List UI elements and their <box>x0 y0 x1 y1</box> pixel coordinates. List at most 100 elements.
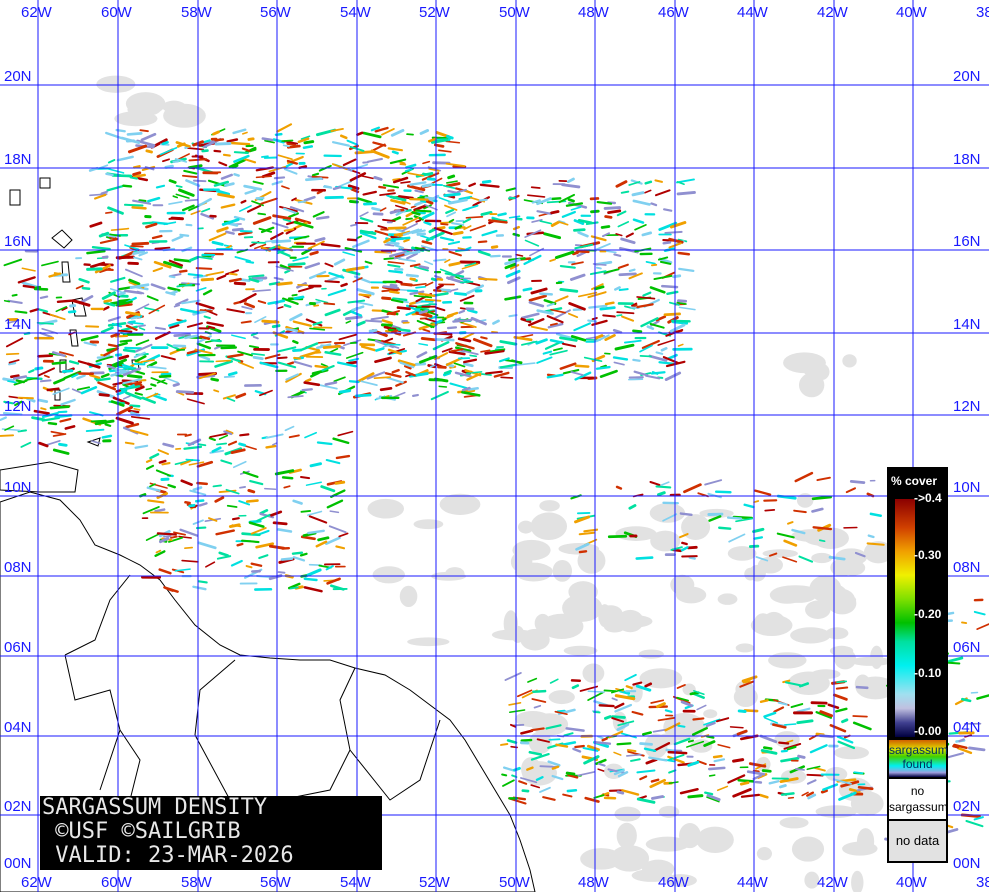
sargassum-streak <box>737 709 747 713</box>
sargassum-streak <box>352 239 370 249</box>
sargassum-streak <box>660 347 668 352</box>
sargassum-streak <box>180 460 191 466</box>
sargassum-streak <box>617 771 629 778</box>
cloud-patch <box>577 547 606 574</box>
sargassum-streak <box>752 527 765 534</box>
sargassum-streak <box>21 281 39 289</box>
sargassum-streak <box>973 816 984 821</box>
sargassum-streak <box>110 369 130 377</box>
sargassum-streak <box>404 364 412 370</box>
sargassum-streak <box>327 288 347 297</box>
sargassum-streak <box>828 555 846 561</box>
sargassum-streak <box>558 193 576 204</box>
sargassum-streak <box>465 215 484 219</box>
sargassum-streak <box>546 302 555 307</box>
cloud-patch <box>681 514 711 540</box>
sargassum-streak <box>547 760 561 767</box>
sargassum-streak <box>726 516 743 520</box>
sargassum-streak <box>778 741 790 745</box>
sargassum-streak <box>562 793 573 798</box>
sargassum-streak <box>173 304 181 308</box>
sargassum-streak <box>484 349 505 355</box>
sargassum-streak <box>572 747 582 753</box>
sargassum-streak <box>601 737 608 742</box>
sargassum-streak <box>542 350 553 355</box>
sargassum-streak <box>528 750 543 756</box>
sargassum-streak <box>181 299 201 305</box>
sargassum-streak <box>530 325 548 331</box>
sargassum-streak <box>944 752 964 759</box>
sargassum-streak <box>124 289 143 295</box>
sargassum-streak <box>323 185 333 189</box>
sargassum-streak <box>80 335 99 342</box>
sargassum-streak <box>434 319 443 325</box>
cloud-patch <box>645 836 690 852</box>
sargassum-streak <box>445 182 461 188</box>
sargassum-streak <box>175 193 190 199</box>
sargassum-streak <box>642 291 652 297</box>
sargassum-streak <box>415 219 422 223</box>
sargassum-streak <box>676 299 688 303</box>
sargassum-streak <box>188 164 203 170</box>
sargassum-streak <box>570 206 582 211</box>
sargassum-streak <box>198 197 212 207</box>
sargassum-streak <box>416 319 435 329</box>
sargassum-streak <box>655 351 664 355</box>
sargassum-streak <box>146 295 159 302</box>
sargassum-streak <box>237 350 253 357</box>
sargassum-streak <box>168 259 184 267</box>
sargassum-streak <box>409 197 429 201</box>
sargassum-streak <box>322 344 341 350</box>
sargassum-streak <box>379 192 396 197</box>
sargassum-streak <box>439 268 453 275</box>
sargassum-streak <box>124 244 140 251</box>
longitude-label-bottom: 60W <box>101 874 132 891</box>
sargassum-streak <box>160 355 176 361</box>
sargassum-streak <box>550 308 566 314</box>
sargassum-streak <box>316 343 332 350</box>
sargassum-streak <box>820 789 828 794</box>
sargassum-streak <box>639 742 653 746</box>
sargassum-streak <box>646 325 655 330</box>
sargassum-streak <box>208 232 227 242</box>
sargassum-streak <box>393 244 405 250</box>
sargassum-streak <box>561 183 581 189</box>
sargassum-streak <box>574 364 590 368</box>
sargassum-streak <box>311 172 320 177</box>
sargassum-streak <box>105 236 112 240</box>
sargassum-streak <box>809 744 828 754</box>
sargassum-streak <box>505 187 516 192</box>
sargassum-streak <box>783 723 797 726</box>
sargassum-streak <box>307 240 325 250</box>
sargassum-streak <box>676 191 696 196</box>
sargassum-streak <box>129 283 150 290</box>
sargassum-streak <box>394 230 411 237</box>
sargassum-streak <box>40 407 47 411</box>
sargassum-streak <box>136 139 156 147</box>
sargassum-streak <box>434 306 446 312</box>
sargassum-streak <box>390 298 404 304</box>
sargassum-streak <box>679 788 699 795</box>
latitude-label-left: 14N <box>4 316 32 333</box>
sargassum-streak <box>326 499 344 509</box>
sargassum-streak <box>198 443 207 447</box>
sargassum-streak <box>384 372 402 378</box>
sargassum-streak <box>732 758 745 763</box>
sargassum-streak <box>520 777 538 784</box>
sargassum-streak <box>420 308 439 317</box>
sargassum-streak <box>338 389 352 394</box>
sargassum-streak <box>773 706 785 713</box>
sargassum-streak <box>170 535 178 539</box>
sargassum-streak <box>625 685 633 690</box>
sargassum-streak <box>238 442 247 447</box>
sargassum-streak <box>224 182 235 187</box>
sargassum-streak <box>542 796 556 801</box>
sargassum-streak <box>382 344 390 348</box>
sargassum-streak <box>329 510 340 514</box>
sargassum-streak <box>729 726 744 729</box>
sargassum-streak <box>382 285 400 290</box>
sargassum-streak <box>461 263 479 270</box>
sargassum-streak <box>320 243 341 248</box>
sargassum-streak <box>59 417 72 423</box>
